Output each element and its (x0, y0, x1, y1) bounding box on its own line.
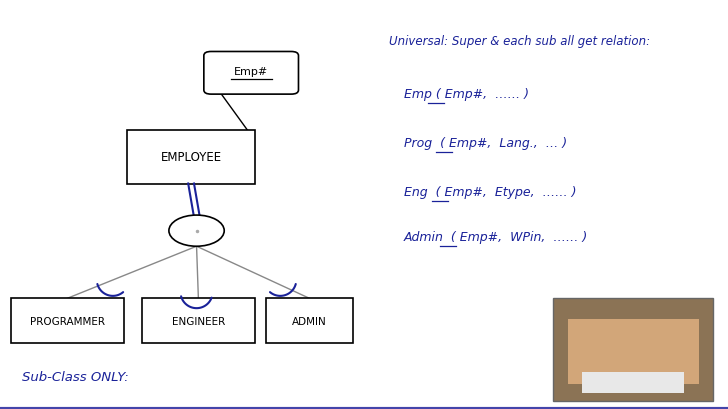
Bar (127, 131, 255, 184)
Text: PROGRAMMER: PROGRAMMER (30, 316, 105, 326)
FancyBboxPatch shape (204, 52, 298, 95)
Circle shape (169, 216, 224, 247)
Bar (266, 299, 353, 344)
Text: ADMIN: ADMIN (292, 316, 327, 326)
Text: EMPLOYEE: EMPLOYEE (161, 151, 221, 164)
Text: Eng  ( Emp#,  Etype,  …… ): Eng ( Emp#, Etype, …… ) (404, 186, 577, 199)
Bar (553, 299, 713, 401)
Text: Sub-Class ONLY:: Sub-Class ONLY: (22, 370, 129, 383)
Bar (582, 372, 684, 393)
Text: Emp#: Emp# (234, 67, 269, 76)
Bar (568, 319, 699, 384)
Text: Admin  ( Emp#,  WPin,  …… ): Admin ( Emp#, WPin, …… ) (404, 231, 588, 244)
Bar (142, 299, 255, 344)
Text: ENGINEER: ENGINEER (172, 316, 225, 326)
Text: Prog  ( Emp#,  Lang.,  … ): Prog ( Emp#, Lang., … ) (404, 137, 567, 150)
Bar (11, 299, 124, 344)
Text: Universal: Super & each sub all get relation:: Universal: Super & each sub all get rela… (389, 34, 651, 47)
Text: Emp ( Emp#,  …… ): Emp ( Emp#, …… ) (404, 88, 529, 101)
